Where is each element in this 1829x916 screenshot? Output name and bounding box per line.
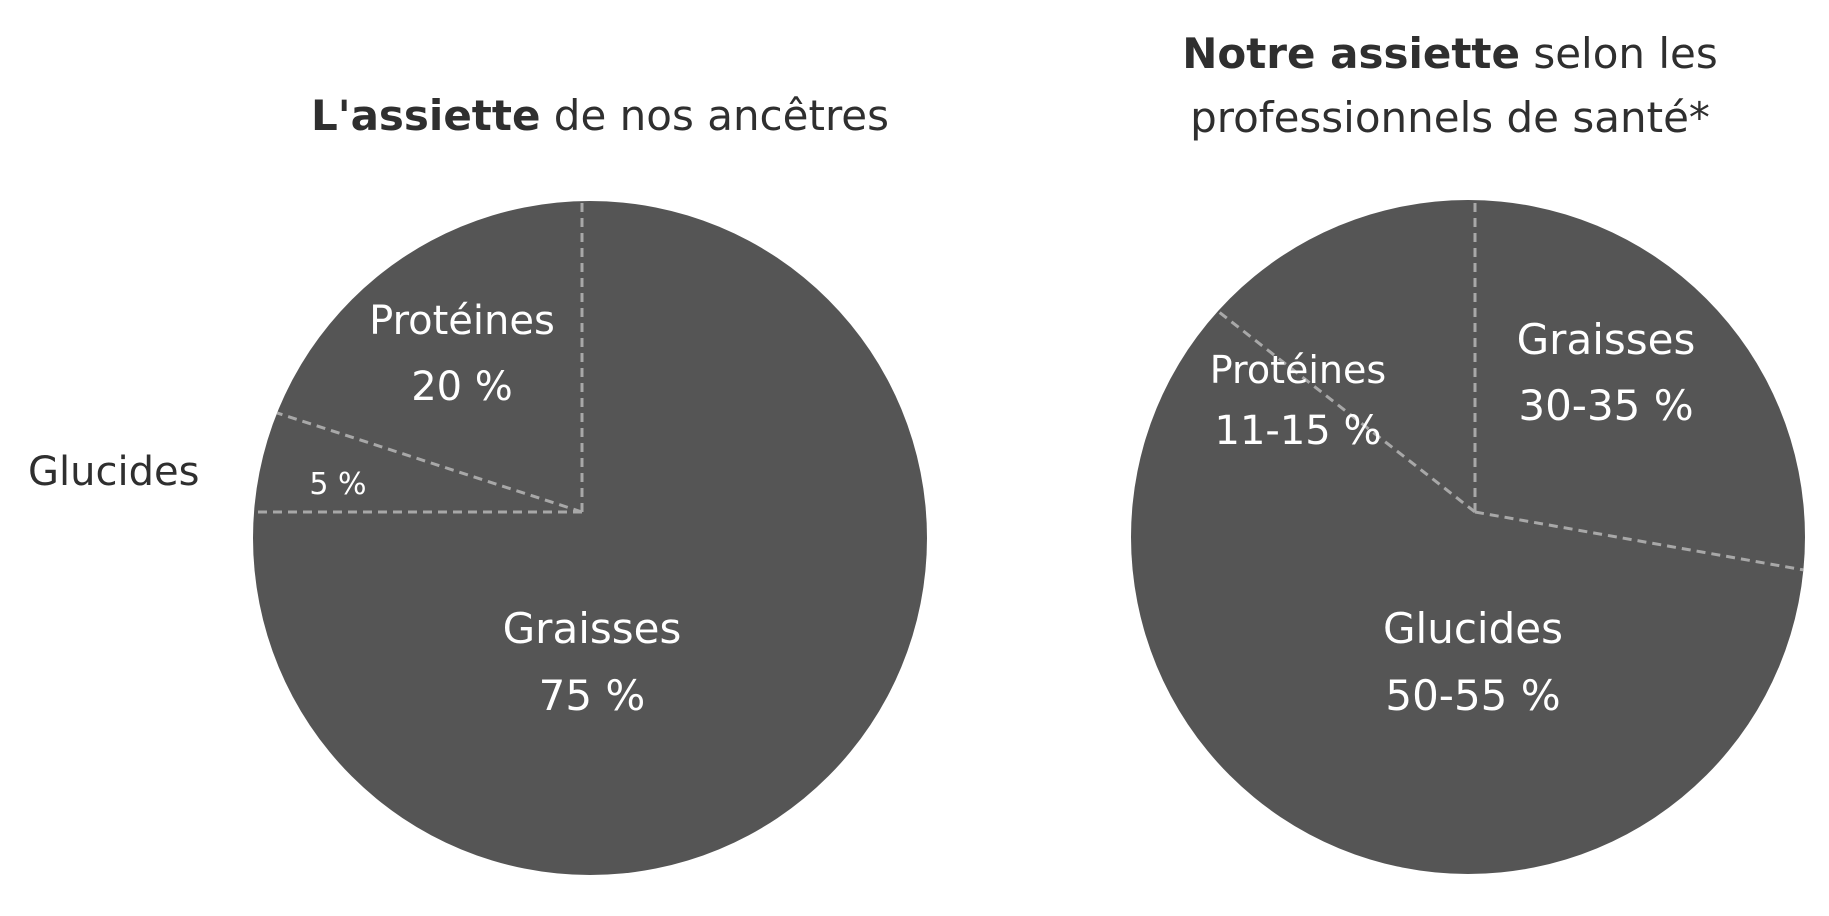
divider-proteines-start xyxy=(1216,309,1476,514)
slice-name-graisses: Graisses xyxy=(503,604,682,653)
slice-name-graisses: Graisses xyxy=(1517,315,1696,364)
title-bold: L'assiette xyxy=(310,91,541,140)
divider-proteines-start xyxy=(276,411,583,514)
title-line2: professionnels de santé* xyxy=(1190,93,1710,142)
dividers-health-pros xyxy=(1216,200,1804,572)
chart-title-ancestors: L'assiette de nos ancêtres xyxy=(250,84,950,148)
title-rest: de nos ancêtres xyxy=(540,91,890,140)
slice-value-proteines: 20 % xyxy=(411,364,513,410)
title-bold: Notre assiette xyxy=(1182,29,1520,78)
chart-title-health-pros: Notre assiette selon les professionnels … xyxy=(1100,22,1800,150)
pie-ancestors xyxy=(253,201,927,875)
slice-value-glucides: 5 % xyxy=(309,467,366,502)
title-rest: selon les xyxy=(1519,29,1718,78)
slice-name-glucides: Glucides xyxy=(1383,604,1563,653)
slice-name-proteines: Protéines xyxy=(1210,348,1386,392)
divider-glucides-start xyxy=(1474,510,1804,572)
slice-value-graisses: 75 % xyxy=(539,671,646,720)
pie-health-pros xyxy=(1131,200,1805,874)
slice-name-proteines: Protéines xyxy=(369,298,555,344)
slice-value-graisses: 30-35 % xyxy=(1518,381,1693,430)
slice-value-proteines: 11-15 % xyxy=(1215,408,1382,454)
slice-value-glucides: 50-55 % xyxy=(1385,671,1560,720)
outside-label-glucides: Glucides xyxy=(28,449,199,495)
dividers-ancestors xyxy=(254,201,584,514)
